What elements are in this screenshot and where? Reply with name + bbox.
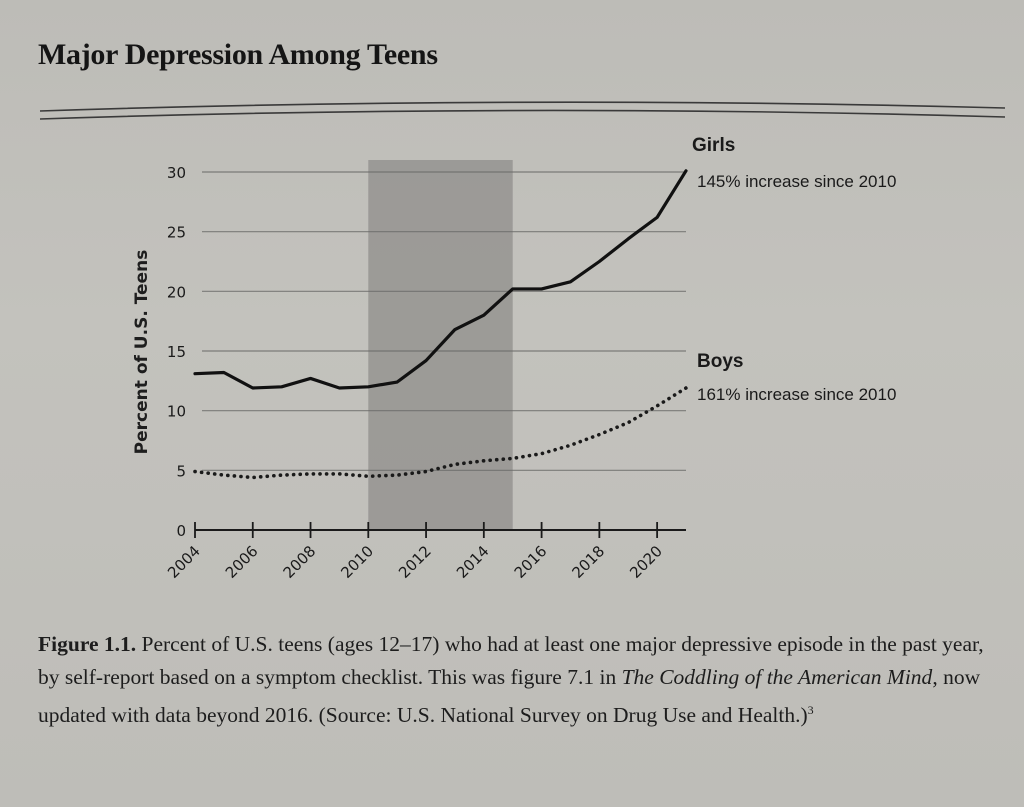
y-tick-label-10: 10 — [167, 403, 186, 421]
x-tick-label-2016: 2016 — [511, 542, 551, 582]
x-tick-label-2006: 2006 — [222, 542, 262, 582]
y-tick-label-20: 20 — [167, 283, 186, 301]
series-line-boys — [193, 386, 688, 480]
figure-caption: Figure 1.1. Percent of U.S. teens (ages … — [38, 628, 1008, 732]
annotation-boys: 161% increase since 2010 — [697, 385, 896, 404]
x-tick-label-2008: 2008 — [280, 542, 320, 582]
caption-book-title: The Coddling of the American Mind — [621, 665, 933, 689]
x-tick-label-2018: 2018 — [568, 542, 608, 582]
y-tick-label-0: 0 — [176, 522, 186, 540]
legend-label-girls: Girls — [692, 135, 735, 156]
x-tick-label-2014: 2014 — [453, 542, 493, 582]
x-tick-label-2010: 2010 — [337, 542, 377, 582]
x-tick-label-2012: 2012 — [395, 542, 435, 582]
caption-footnote: 3 — [807, 703, 814, 717]
caption-label: Figure 1.1. — [38, 632, 137, 656]
y-tick-label-15: 15 — [167, 343, 186, 361]
header-rule-top — [39, 101, 1006, 112]
series-line-girls — [193, 169, 688, 390]
annotation-girls: 145% increase since 2010 — [697, 172, 896, 191]
x-tick-label-2020: 2020 — [626, 542, 666, 582]
header-rule-bottom — [39, 109, 1006, 120]
chart-title: Major Depression Among Teens — [38, 38, 438, 71]
y-tick-label-30: 30 — [167, 164, 186, 182]
legend-label-boys: Boys — [697, 351, 743, 372]
x-tick-label-2004: 2004 — [164, 542, 204, 582]
caption-text-2: , now updated with data beyond 2016. (So… — [38, 665, 981, 728]
y-tick-label-5: 5 — [176, 462, 186, 480]
y-axis-label: Percent of U.S. Teens — [132, 250, 152, 455]
y-tick-label-25: 25 — [167, 224, 186, 242]
caption-text-1: Percent of U.S. teens (ages 12–17) who h… — [38, 632, 984, 689]
